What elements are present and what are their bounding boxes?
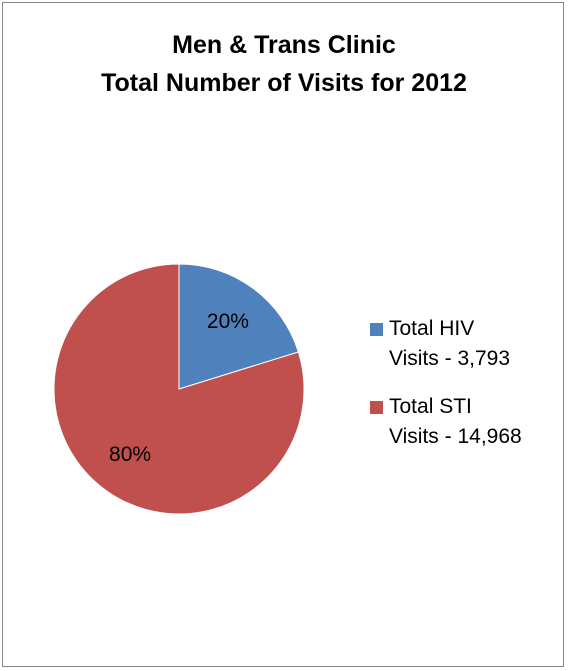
pie-label-sti: 80% — [109, 443, 151, 466]
pie-slice-sti — [53, 263, 305, 515]
legend-label-hiv-line-2: Visits - 3,793 — [389, 347, 511, 370]
chart-title: Men & Trans Clinic Total Number of Visit… — [0, 26, 568, 102]
chart-title-line-1: Men & Trans Clinic — [172, 31, 396, 59]
legend-swatch-sti — [370, 401, 383, 414]
legend-item-hiv: Total HIV Visits - 3,793 — [370, 314, 522, 374]
pie-label-hiv: 20% — [207, 310, 249, 333]
legend-item-sti: Total STI Visits - 14,968 — [370, 392, 522, 452]
pie-slice-hiv — [178, 263, 300, 390]
legend-label-hiv-line-1: Total HIV — [389, 317, 475, 340]
chart-title-line-2: Total Number of Visits for 2012 — [101, 69, 467, 97]
legend-swatch-hiv — [370, 323, 383, 336]
chart-legend: Total HIV Visits - 3,793 Total STI Visit… — [370, 314, 522, 470]
legend-label-sti-line-1: Total STI — [389, 395, 472, 418]
legend-label-sti-line-2: Visits - 14,968 — [389, 425, 522, 448]
